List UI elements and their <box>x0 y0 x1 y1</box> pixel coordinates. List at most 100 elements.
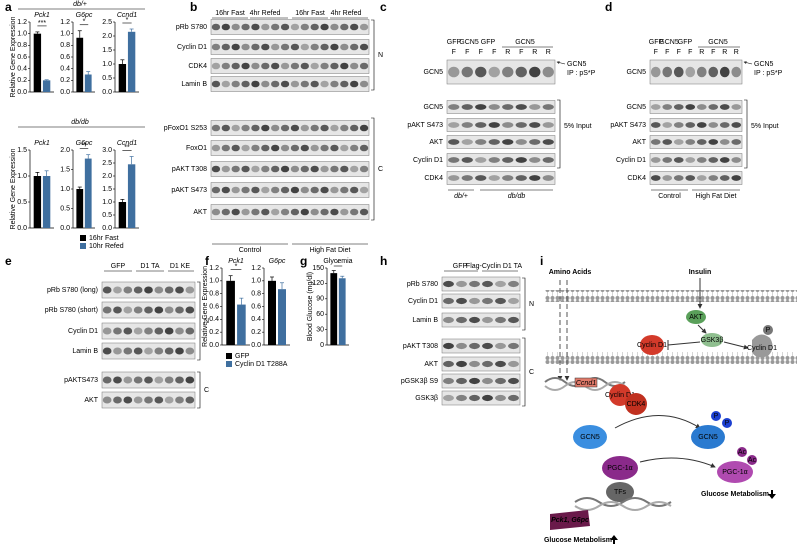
band <box>280 124 290 132</box>
band <box>443 297 454 305</box>
band <box>673 175 684 181</box>
band <box>164 347 174 355</box>
band <box>221 144 230 152</box>
bar <box>76 37 84 92</box>
lane-header: Flag-Cyclin D1 TA <box>466 263 522 270</box>
band <box>251 62 260 70</box>
band <box>154 347 164 355</box>
lane-label: F <box>492 49 496 56</box>
bar <box>76 189 84 228</box>
band <box>241 124 250 132</box>
row-label: GCN5 <box>424 69 444 76</box>
band <box>515 139 527 145</box>
node-label: PGC-1α <box>722 469 747 476</box>
band <box>310 124 319 132</box>
band <box>221 23 230 31</box>
y-tick-label: 1.5 <box>102 186 112 193</box>
band <box>330 144 339 152</box>
band <box>469 280 480 288</box>
band <box>320 43 329 51</box>
y-tick-label: 0.6 <box>17 54 27 61</box>
band <box>650 157 661 163</box>
band <box>175 396 184 404</box>
band <box>340 144 349 152</box>
y-tick-label: 0.5 <box>102 212 112 219</box>
band <box>719 157 730 163</box>
chart-title: Pck1 <box>34 12 50 19</box>
blot-strip <box>446 171 556 185</box>
band <box>241 208 250 216</box>
group-label: Control <box>658 193 681 200</box>
band <box>495 377 506 385</box>
band <box>290 43 300 51</box>
lane-header: 4hr Refed <box>250 10 281 17</box>
row-label: GCN5 <box>627 104 647 111</box>
group-label: db/+ <box>454 193 468 200</box>
node-label: CDK4 <box>627 401 646 408</box>
node-label: Ac <box>738 449 747 456</box>
pathway-diagram: Amino Acids Insulin AKT GSK3β Cyclin D1 … <box>544 269 797 544</box>
significance: * <box>337 260 340 267</box>
pgc1a-node <box>602 456 638 480</box>
lane-header: GCN5 <box>459 39 479 46</box>
lane-label: R <box>546 49 551 56</box>
row-label: GCN5 <box>424 104 444 111</box>
band <box>251 186 260 194</box>
band <box>241 62 250 70</box>
band <box>488 157 500 163</box>
band <box>330 124 339 132</box>
blot-strip <box>441 338 521 354</box>
section-title: db/+ <box>73 1 87 8</box>
fraction-label: C <box>378 166 383 173</box>
y-tick-label: 1.0 <box>251 278 261 285</box>
band <box>261 80 270 88</box>
y-tick-label: 60 <box>316 311 324 318</box>
band <box>261 124 270 132</box>
row-label: pRb S780 <box>176 24 207 31</box>
outcome-label: Glucose Metabolism <box>701 491 769 498</box>
y-tick-label: 0.0 <box>102 225 112 232</box>
band <box>469 297 480 305</box>
bar <box>278 289 286 345</box>
band <box>731 139 742 145</box>
band <box>482 316 493 324</box>
bar <box>127 164 136 228</box>
band <box>261 144 270 152</box>
phospho-badge <box>722 418 732 428</box>
panel-letter: c <box>380 0 387 14</box>
band <box>508 297 519 305</box>
band <box>123 306 133 314</box>
band <box>469 342 480 350</box>
y-tick-label: 1.5 <box>17 147 27 154</box>
row-label: pAKT S473 <box>610 122 646 129</box>
legend-swatch <box>226 361 232 367</box>
band <box>300 62 309 70</box>
band <box>448 157 460 163</box>
y-tick-label: 0.8 <box>209 291 219 298</box>
band <box>456 360 467 368</box>
blot-strip <box>210 39 370 55</box>
band <box>340 186 349 194</box>
arrow <box>614 415 701 429</box>
band <box>133 347 143 355</box>
band <box>175 306 184 314</box>
significance: * <box>126 17 129 24</box>
input-label: 5% Input <box>564 123 592 130</box>
band <box>685 104 696 110</box>
band <box>685 157 696 163</box>
y-axis-label: Blood Glucose (mg/dl) <box>307 272 314 341</box>
band <box>359 23 369 31</box>
significance: *** <box>38 20 46 27</box>
band <box>164 286 174 294</box>
y-tick-label: 0.4 <box>251 316 261 323</box>
lane-header: D1 TA <box>140 263 160 270</box>
band <box>542 139 554 145</box>
band <box>280 186 290 194</box>
fraction-label: C <box>204 387 209 394</box>
panel-letter: h <box>380 254 387 268</box>
band <box>708 66 719 78</box>
band <box>221 43 230 51</box>
band <box>719 104 730 110</box>
y-tick-label: 90 <box>316 296 324 303</box>
y-tick-label: 1.0 <box>102 61 112 68</box>
